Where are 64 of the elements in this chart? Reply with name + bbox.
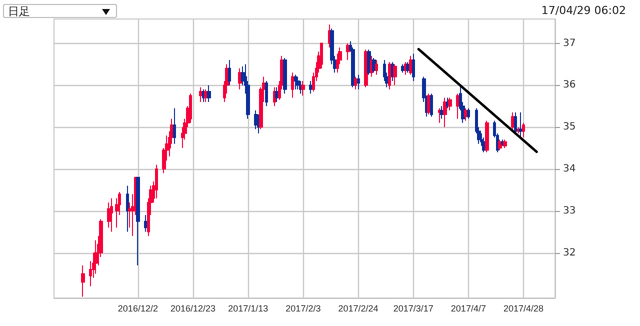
candlestick [144, 214, 148, 232]
x-tick-label: 2017/4/28 [504, 304, 544, 314]
x-tick-label: 2017/2/3 [286, 304, 321, 314]
x-tick-label: 2016/12/2 [118, 304, 158, 314]
candlestick [257, 114, 260, 134]
x-tick-label: 2016/12/23 [170, 304, 216, 314]
candlestick [136, 176, 140, 266]
candlestick [320, 42, 323, 69]
text: 17/04/29 06:02 [541, 4, 626, 17]
candlestick [354, 76, 357, 90]
candlestick [448, 97, 452, 111]
candlestick [456, 93, 460, 120]
candlestick [155, 164, 158, 199]
candlestick [126, 185, 129, 232]
candlestick [228, 60, 231, 86]
candlestick [275, 86, 279, 102]
y-tick-label: 36 [563, 80, 576, 91]
candlestick [291, 72, 294, 98]
candlestick [309, 80, 313, 94]
candlestick [107, 202, 111, 228]
candlestick [265, 80, 268, 107]
candlestick [110, 198, 113, 232]
candlestick [283, 57, 287, 94]
candlestick [207, 84, 211, 102]
candlestick [393, 64, 397, 86]
candlestick [199, 86, 203, 102]
candlestick [412, 53, 415, 82]
candlestick [254, 110, 258, 130]
x-tick-label: 2017/2/24 [338, 304, 378, 314]
text: 日足 [8, 5, 30, 18]
x-tick-label: 2017/4/7 [450, 304, 486, 314]
candlestick [81, 264, 85, 298]
x-tick-label: 2017/1/13 [228, 304, 268, 314]
candlestick [357, 74, 360, 90]
candlestick [519, 112, 523, 138]
x-tick-label: 2017/3/17 [393, 304, 434, 314]
candlestick [296, 76, 300, 90]
candlestick [388, 62, 391, 90]
candlestick [409, 55, 412, 76]
y-tick-label: 33 [563, 205, 576, 216]
candlestick [94, 240, 98, 274]
candlestick [346, 42, 350, 61]
candlestick [189, 93, 192, 124]
candlestick [522, 122, 525, 138]
candlestick [273, 86, 276, 107]
candlestick [301, 80, 305, 96]
candlestick [443, 97, 447, 128]
y-tick-label: 37 [563, 38, 576, 49]
candlestick [430, 93, 433, 118]
candlestick [375, 60, 378, 76]
candlestick [238, 68, 242, 90]
candlestick [514, 112, 517, 134]
y-tick-label: 32 [563, 247, 576, 258]
candlestick [294, 74, 297, 90]
candlestick [438, 108, 441, 124]
candlestick [517, 126, 520, 134]
candlestick [440, 106, 444, 120]
candlestick [299, 80, 302, 94]
candlestick [467, 108, 470, 120]
y-tick-label: 34 [563, 163, 576, 174]
y-tick-label: 35 [563, 122, 576, 133]
candlestick [501, 139, 504, 146]
candlestick [485, 120, 489, 153]
candlestick [173, 108, 176, 144]
